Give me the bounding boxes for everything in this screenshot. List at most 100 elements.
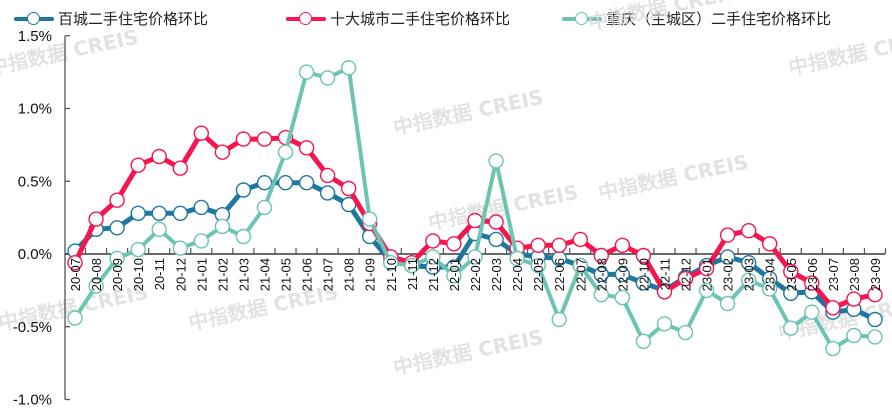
y-tick-label: 0.5%	[18, 173, 52, 190]
legend-label: 百城二手住宅价格环比	[58, 10, 209, 28]
data-point	[677, 324, 694, 341]
data-point	[593, 266, 609, 283]
x-tick-label: 21-10	[384, 258, 399, 291]
legend-label: 十大城市二手住宅价格环比	[330, 10, 511, 28]
data-point	[109, 220, 125, 236]
data-point	[867, 311, 883, 328]
x-tick-label: 21-07	[321, 258, 336, 291]
x-tick-label: 22-06	[552, 258, 567, 291]
y-tick-label: 1.5%	[18, 28, 52, 45]
data-point	[341, 60, 357, 76]
legend-line-marker-icon	[562, 11, 602, 26]
chart-legend: 百城二手住宅价格环比 十大城市二手住宅价格环比 重庆（主城区）二手住宅价格环比	[0, 8, 892, 34]
data-point	[298, 174, 315, 191]
data-point	[551, 311, 567, 328]
x-tick-label: 23-08	[847, 258, 862, 291]
data-point	[783, 320, 799, 336]
x-tick-label: 23-09	[868, 258, 883, 291]
y-tick-label: 0.0%	[18, 246, 52, 263]
data-point	[762, 281, 778, 297]
x-tick-label: 23-01	[700, 258, 715, 291]
data-point	[719, 295, 736, 312]
y-tick-label: 1.0%	[18, 101, 52, 118]
data-point	[446, 268, 462, 284]
data-point	[88, 278, 104, 294]
y-tick-label: -0.5%	[13, 319, 52, 336]
data-point	[130, 205, 146, 222]
data-point	[67, 255, 83, 271]
watermark-text: 中指数据 CREIS	[391, 85, 545, 140]
data-point	[446, 236, 462, 252]
x-tick-label: 21-11	[405, 258, 420, 290]
x-tick-label: 21-01	[194, 258, 209, 291]
data-point	[109, 192, 125, 208]
x-tick-label: 23-04	[763, 258, 778, 291]
x-tick-label: 20-12	[173, 258, 188, 291]
data-point	[572, 231, 588, 248]
data-point	[825, 300, 841, 316]
x-tick-label: 20-08	[89, 258, 104, 291]
data-point	[867, 287, 883, 303]
x-tick-label: 22-01	[447, 258, 462, 291]
data-point	[783, 285, 799, 301]
data-point	[235, 182, 252, 198]
data-point	[172, 160, 189, 176]
data-point	[277, 174, 294, 191]
x-tick-label: 23-02	[721, 258, 736, 291]
watermark-text: 中指数据 CREIS	[786, 25, 892, 80]
legend-item-chongqing: 重庆（主城区）二手住宅价格环比	[562, 8, 831, 29]
data-point	[109, 250, 125, 267]
data-point	[846, 291, 862, 307]
data-point	[719, 227, 736, 243]
data-point	[698, 260, 715, 277]
data-point	[88, 211, 104, 227]
data-point	[635, 247, 652, 264]
data-point	[530, 237, 546, 254]
data-point	[656, 316, 673, 332]
data-point	[488, 214, 504, 230]
series-line	[67, 60, 883, 357]
legend-item-100-cities: 百城二手住宅价格环比	[14, 8, 208, 29]
data-point	[362, 211, 378, 227]
data-point	[530, 257, 546, 274]
data-point	[741, 255, 757, 271]
data-point	[635, 333, 652, 349]
watermark-text: 中指数据 CREIS	[391, 325, 545, 380]
x-tick-label: 22-12	[679, 258, 694, 291]
data-point	[804, 304, 820, 320]
x-tick-label: 21-09	[363, 258, 378, 291]
data-point	[614, 289, 631, 306]
legend-line-marker-icon	[14, 11, 54, 26]
legend-item-top10-cities: 十大城市二手住宅价格环比	[286, 8, 510, 29]
data-point	[319, 185, 336, 201]
data-point	[488, 153, 504, 169]
x-tick-label: 20-10	[131, 258, 146, 291]
data-point	[277, 144, 294, 160]
data-point	[130, 241, 146, 258]
x-tick-label: 21-03	[236, 258, 251, 291]
x-tick-label: 22-04	[510, 258, 525, 291]
x-tick-label: 21-12	[426, 258, 441, 291]
data-point	[67, 310, 83, 326]
data-point	[741, 272, 757, 288]
data-point	[467, 249, 483, 265]
x-tick-label: 22-09	[615, 258, 630, 291]
data-point	[256, 131, 273, 147]
x-tick-label: 22-11	[657, 258, 672, 290]
data-point	[298, 64, 315, 80]
x-tick-label: 22-08	[594, 258, 609, 291]
x-tick-label: 23-06	[805, 258, 820, 291]
data-point	[804, 275, 820, 291]
data-point	[551, 237, 567, 254]
chart-series	[67, 60, 883, 357]
data-point	[656, 284, 673, 300]
x-tick-label: 21-06	[300, 258, 315, 291]
data-point	[235, 228, 252, 245]
data-point	[298, 140, 315, 156]
data-point	[151, 205, 167, 222]
data-point	[614, 237, 631, 254]
legend-label: 重庆（主城区）二手住宅价格环比	[606, 10, 832, 28]
data-point	[172, 205, 189, 222]
x-tick-label: 22-07	[573, 258, 588, 291]
